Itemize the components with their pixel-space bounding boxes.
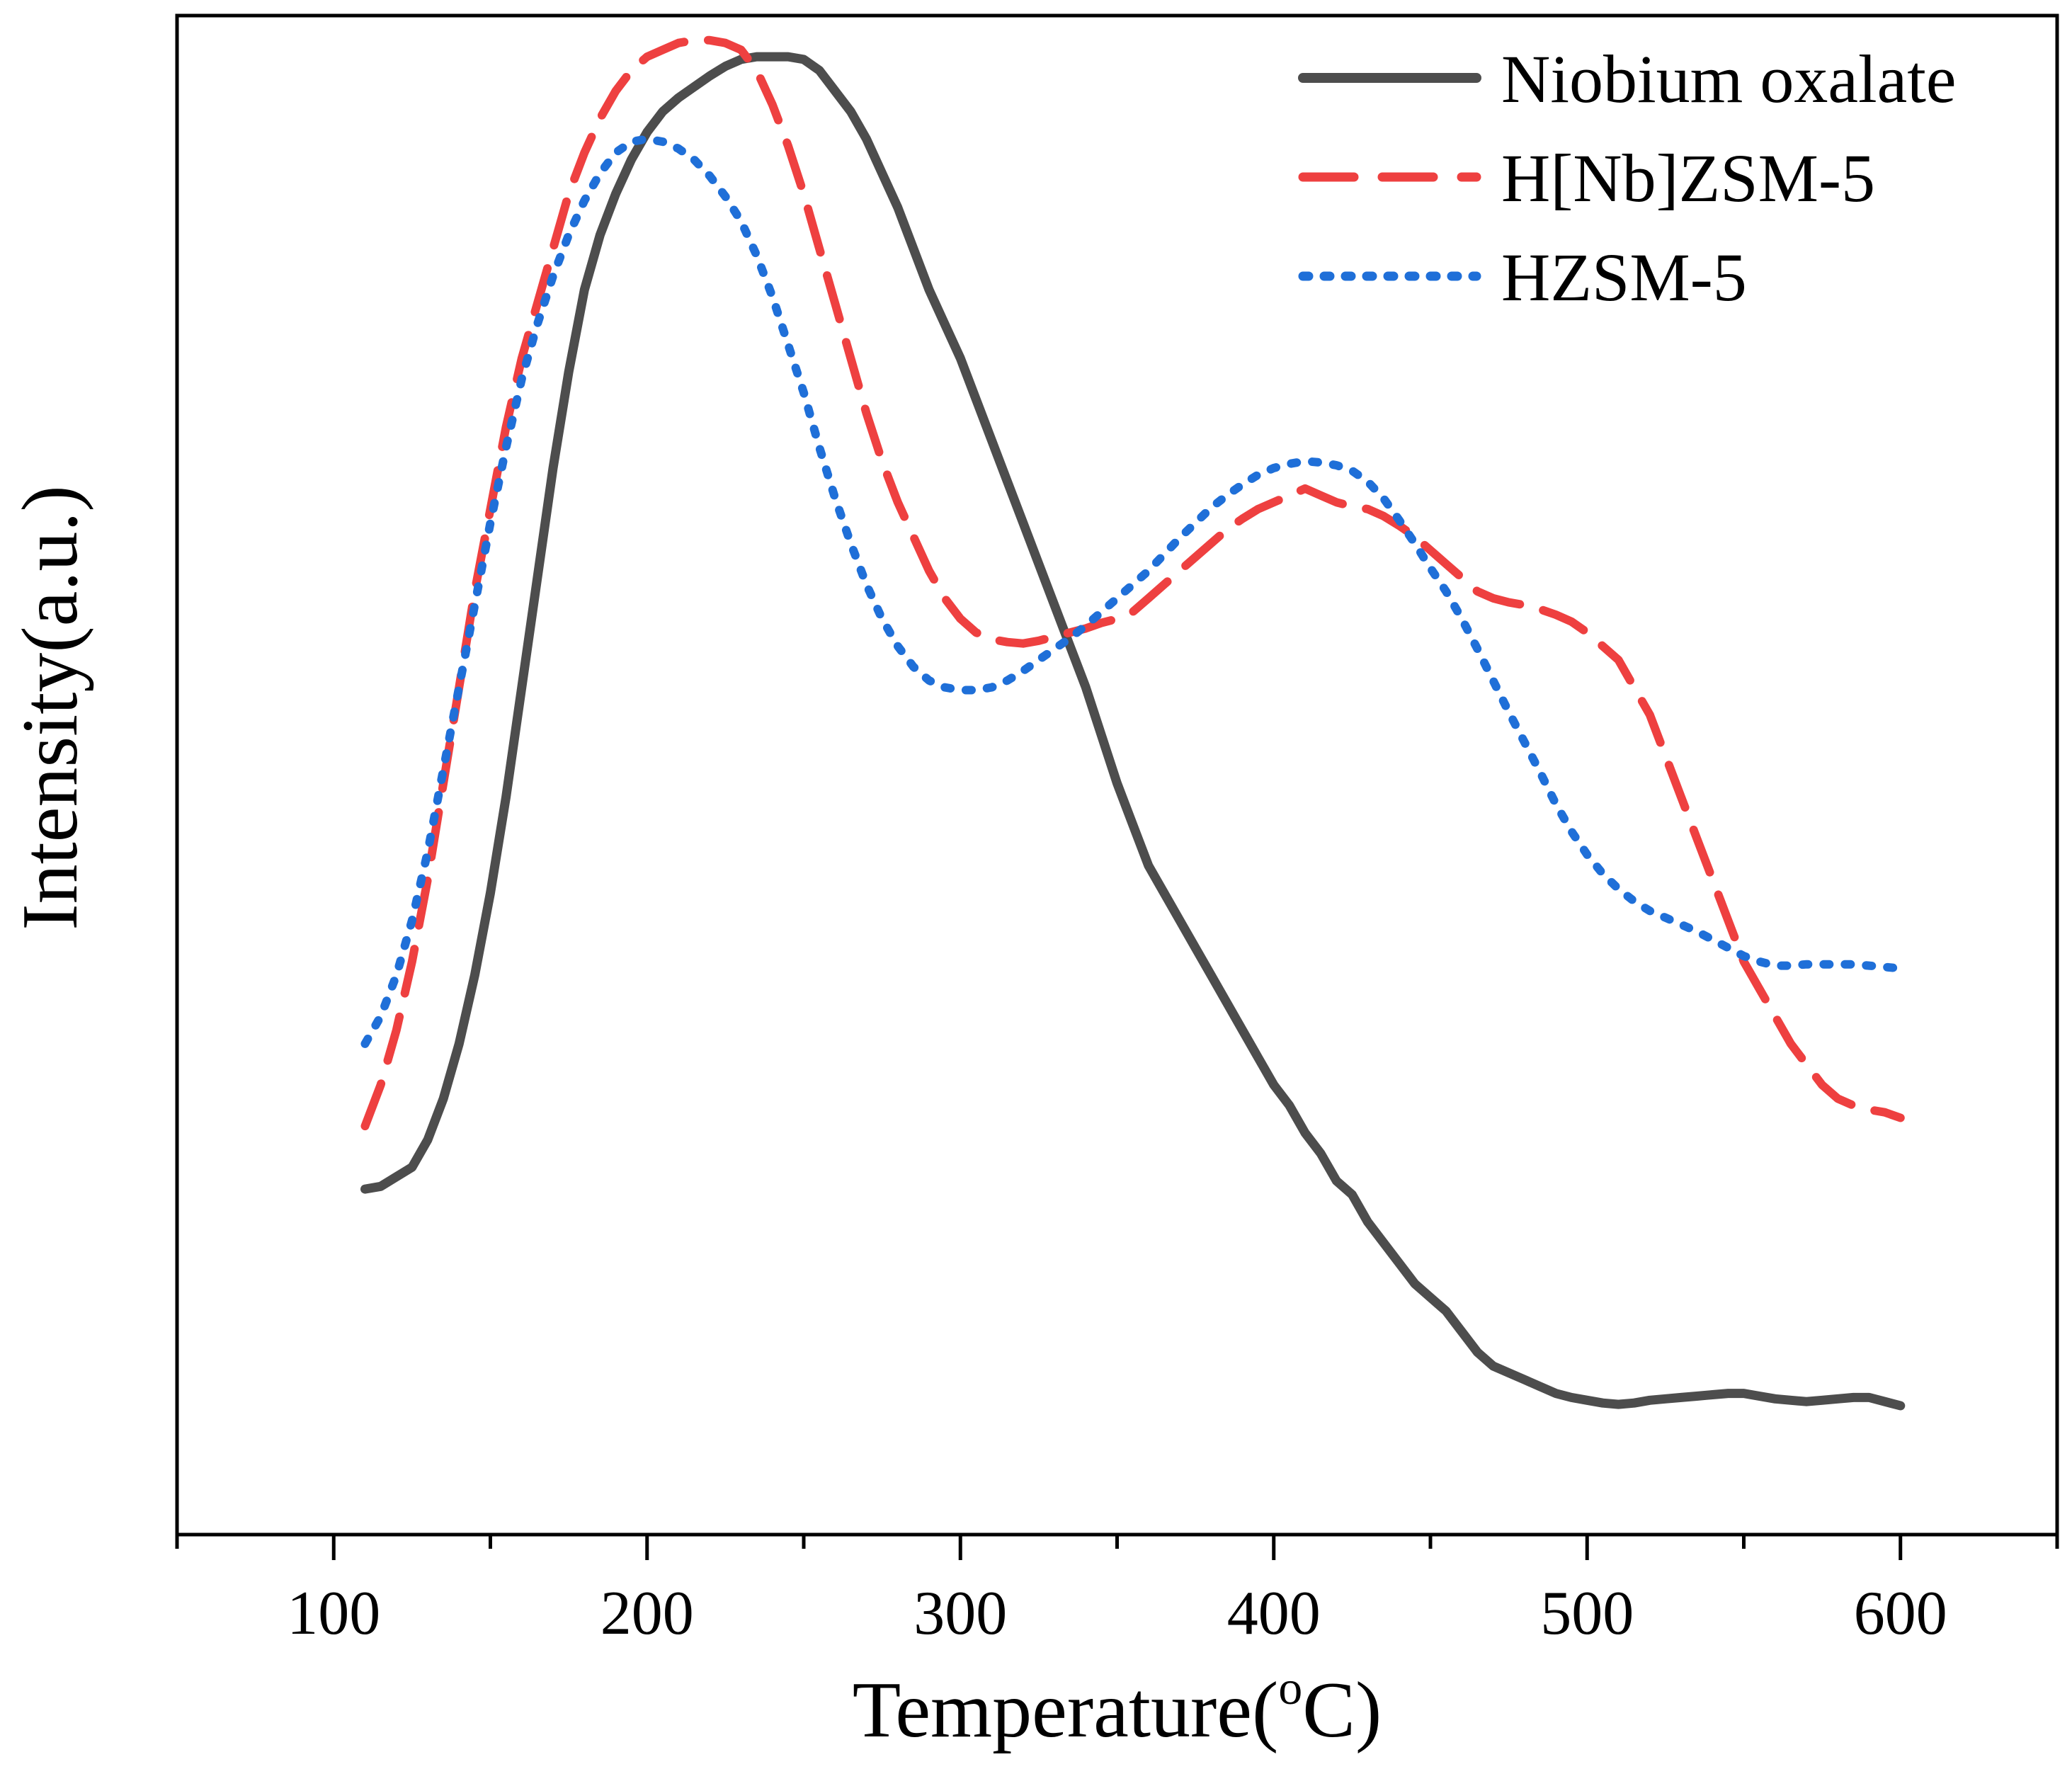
legend-label-2: HZSM-5	[1501, 239, 1747, 315]
x-axis-label-main: Temperature(	[853, 1666, 1279, 1754]
x-axis-label-degree: o	[1278, 1661, 1302, 1714]
series-line-1	[360, 35, 1905, 1131]
series-line-0	[360, 52, 1906, 1411]
x-tick-label-2: 300	[913, 1579, 1007, 1648]
y-axis-label: Intensity(a.u.)	[6, 485, 94, 930]
plot-lines	[360, 35, 1906, 1411]
series-line-2	[360, 135, 1905, 1048]
x-axis-label-unit: C)	[1302, 1666, 1382, 1754]
legend: Niobium oxalate H[Nb]ZSM-5 HZSM-5	[1298, 41, 1957, 315]
x-tick-label-3: 400	[1227, 1579, 1321, 1648]
x-tick-label-5: 600	[1854, 1579, 1947, 1648]
x-axis-ticks	[175, 1535, 2059, 1560]
legend-label-1: H[Nb]ZSM-5	[1501, 140, 1875, 216]
x-axis-tick-labels: 100 200 300 400 500 600	[287, 1579, 1947, 1648]
x-tick-label-4: 500	[1540, 1579, 1634, 1648]
x-tick-label-0: 100	[287, 1579, 380, 1648]
legend-label-0: Niobium oxalate	[1501, 41, 1957, 117]
x-axis-label: Temperature(oC)	[853, 1661, 1382, 1754]
x-tick-label-1: 200	[600, 1579, 694, 1648]
